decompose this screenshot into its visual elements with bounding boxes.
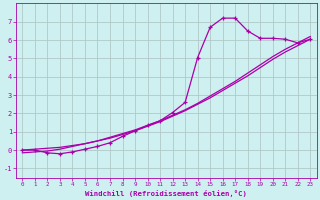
X-axis label: Windchill (Refroidissement éolien,°C): Windchill (Refroidissement éolien,°C) <box>85 190 247 197</box>
